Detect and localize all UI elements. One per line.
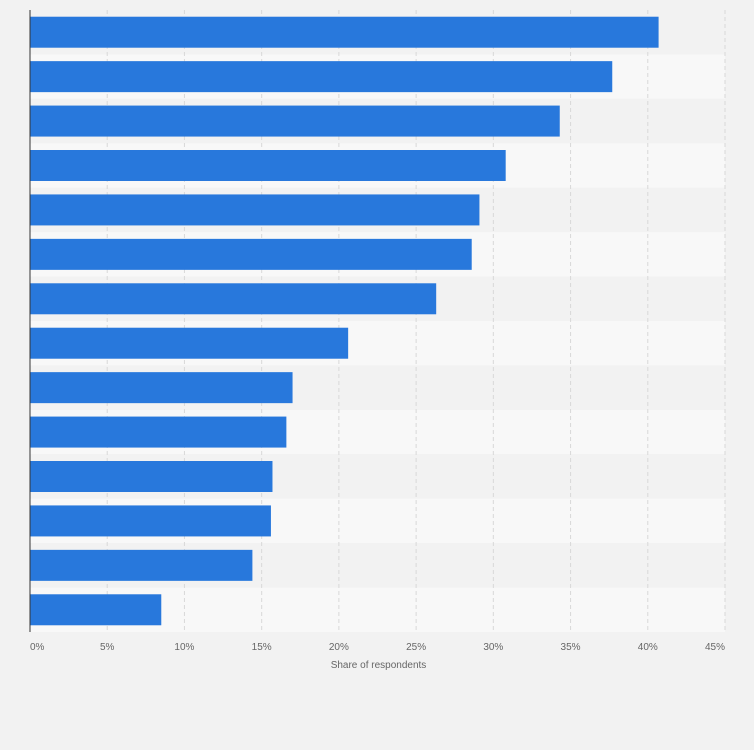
bar <box>30 372 293 404</box>
bar <box>30 194 480 226</box>
bar <box>30 150 506 181</box>
x-tick-label: 45% <box>705 642 725 653</box>
bar <box>30 505 271 537</box>
x-tick-label: 20% <box>329 642 349 653</box>
bar <box>30 283 437 315</box>
x-axis-title: Share of respondents <box>331 660 427 671</box>
bar <box>30 594 162 626</box>
x-tick-label: 5% <box>100 642 115 653</box>
x-tick-label: 40% <box>638 642 658 653</box>
bar <box>30 461 273 492</box>
bar <box>30 327 349 359</box>
bar <box>30 416 287 448</box>
x-tick-label: 30% <box>483 642 503 653</box>
bar <box>30 16 659 48</box>
bar <box>30 105 560 137</box>
x-tick-label: 0% <box>30 642 45 653</box>
x-tick-label: 10% <box>174 642 194 653</box>
bar <box>30 238 472 270</box>
bar <box>30 549 253 581</box>
x-tick-label: 35% <box>561 642 581 653</box>
x-tick-label: 15% <box>252 642 272 653</box>
x-tick-labels: 0% 5% 10% 15% 20% 25% 30% 35% 40% 45% <box>30 642 725 653</box>
row-bands <box>30 10 725 632</box>
x-tick-label: 25% <box>406 642 426 653</box>
bars <box>30 16 659 626</box>
bar <box>30 61 613 93</box>
